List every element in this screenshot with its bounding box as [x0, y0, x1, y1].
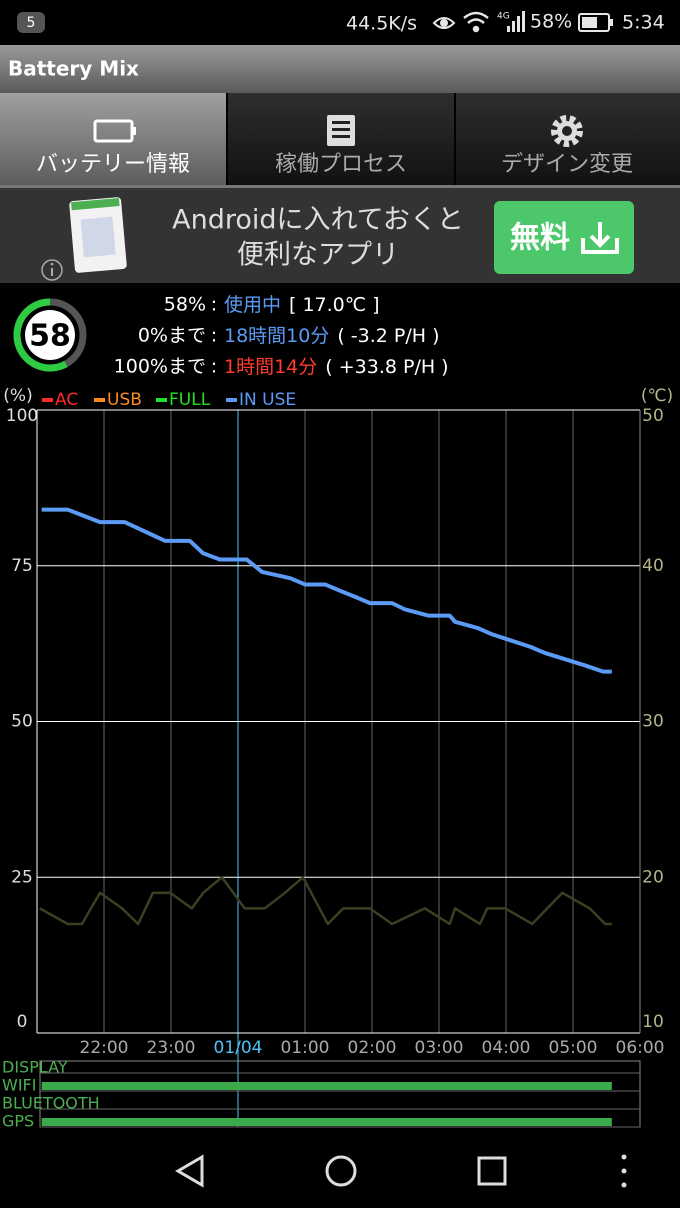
battery-tab-icon [93, 119, 136, 143]
battery-percent: 58% [530, 11, 572, 33]
y-tick-label: 75 [11, 556, 33, 576]
x-tick-label: 06:00 [616, 1038, 665, 1058]
back-button[interactable] [175, 1154, 204, 1188]
signal-icon [507, 11, 525, 32]
divider [0, 185, 680, 188]
clock: 5:34 [622, 12, 665, 34]
x-tick-label: 01:00 [281, 1038, 330, 1058]
legend-swatch [156, 398, 167, 402]
legend-label: IN USE [239, 390, 296, 410]
y-tick-label: 50 [11, 712, 33, 732]
activity-bar [41, 1118, 612, 1126]
chart: (%) (℃) AC USB FULL IN USE 22:00 23:00 01:00 02:0… [2, 386, 673, 1131]
summary-status: 18時間10分 [224, 325, 329, 347]
gauge-face [25, 310, 75, 360]
summary-separator: : [211, 356, 217, 378]
legend-label: FULL [169, 390, 211, 410]
ad-app-icon [69, 197, 127, 273]
summary-label: 0%まで [138, 325, 206, 347]
ad-button-label[interactable]: 無料 [510, 221, 570, 256]
home-button[interactable] [325, 1155, 357, 1187]
date-tick-label: 01/04 [214, 1038, 263, 1058]
badge [17, 12, 45, 33]
summary-value: 1時間14分 ( +33.8 P/H ) [224, 356, 449, 378]
tab-label[interactable]: 稼働プロセス [275, 152, 407, 177]
ad-info-icon [50, 262, 54, 266]
activity-label: GPS [2, 1112, 34, 1131]
summary-detail: [ 17.0℃ ] [289, 294, 380, 316]
list-tab-icon [327, 115, 355, 146]
summary-separator: : [211, 325, 217, 347]
series-line [41, 507, 612, 674]
ad-text: Androidに入れておくと [172, 205, 464, 236]
menu-button[interactable] [621, 1154, 627, 1188]
x-tick-label: 05:00 [549, 1038, 598, 1058]
battery-icon [578, 13, 613, 32]
x-tick-label: 22:00 [80, 1038, 129, 1058]
net-speed: 44.5K/s [346, 13, 417, 35]
ad-banner[interactable]: Androidに入れておくと 便利なアプリ 無料 [0, 188, 680, 283]
app-bar [0, 45, 680, 93]
summary-detail: ( +33.8 P/H ) [325, 356, 448, 378]
y-tick-label: 0 [17, 1012, 28, 1032]
x-tick-label: 03:00 [415, 1038, 464, 1058]
summary-label: 58% [164, 294, 206, 316]
tab-label[interactable]: デザイン変更 [501, 152, 633, 177]
status-bar: 5 44.5K/s 4G 58% 5:34 [17, 11, 665, 35]
y2-tick-label: 40 [642, 556, 664, 576]
network-type: 4G [497, 12, 510, 22]
legend-swatch [226, 398, 237, 402]
summary-detail: ( -3.2 P/H ) [337, 325, 439, 347]
y2-tick-label: 10 [642, 1012, 664, 1032]
summary-status: 1時間14分 [224, 356, 317, 378]
tab-label[interactable]: バッテリー情報 [36, 152, 190, 177]
y2-tick-label: 20 [642, 867, 664, 887]
activity-bar [41, 1082, 612, 1090]
ad-info-icon [51, 268, 53, 276]
y2-tick-label: 50 [642, 406, 664, 426]
tab-background [0, 93, 226, 185]
legend-label: USB [107, 390, 142, 410]
activity-label: WIFI [2, 1076, 36, 1095]
summary-label: 100%まで [114, 356, 206, 378]
summary: 58 58%: 使用中 [ 17.0℃ ] 0%まで:18時間10分 ( -3.2 P/H… [13, 294, 449, 378]
ad-text: 便利なアプリ [237, 240, 399, 271]
y-tick-label: 100 [6, 406, 38, 426]
gauge-arc [13, 298, 68, 372]
y2-axis-label: (℃) [641, 386, 673, 406]
download-icon [581, 222, 619, 254]
nav-bar [175, 1154, 627, 1188]
legend-swatch [42, 398, 53, 402]
x-tick-label: 02:00 [348, 1038, 397, 1058]
activity-label: BLUETOOTH [2, 1094, 100, 1113]
summary-value: 18時間10分 ( -3.2 P/H ) [224, 325, 440, 347]
ad-button[interactable] [494, 201, 634, 274]
series-line [39, 876, 612, 926]
tab-bar: バッテリー情報 稼働プロセス デザイン変更 [0, 93, 680, 185]
eye-icon [432, 17, 456, 29]
gauge-value: 58 [29, 319, 71, 354]
y-tick-label: 25 [11, 867, 33, 887]
wifi-icon [463, 11, 489, 33]
y2-tick-label: 30 [642, 712, 664, 732]
x-tick-label: 23:00 [147, 1038, 196, 1058]
notification-count: 5 [27, 15, 36, 31]
activity-label: DISPLAY [2, 1058, 68, 1077]
recent-button[interactable] [477, 1156, 507, 1186]
summary-separator: : [211, 294, 217, 316]
summary-value: 使用中 [ 17.0℃ ] [224, 294, 380, 316]
legend-swatch [94, 398, 105, 402]
legend-label: AC [55, 390, 78, 410]
app-title: Battery Mix [8, 57, 139, 81]
x-tick-label: 04:00 [482, 1038, 531, 1058]
summary-status: 使用中 [224, 294, 281, 316]
gear-tab-icon [551, 115, 583, 147]
y-axis-label: (%) [3, 386, 32, 406]
ad-info-icon[interactable] [41, 259, 63, 281]
